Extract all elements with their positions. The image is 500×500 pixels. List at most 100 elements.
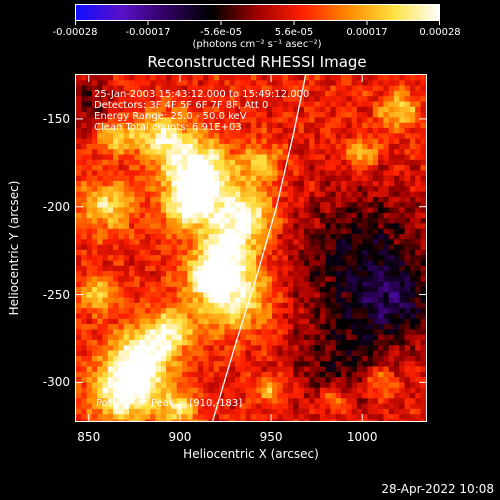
- image-pixel: [351, 85, 358, 92]
- image-pixel: [367, 366, 374, 373]
- image-pixel: [160, 212, 167, 219]
- image-pixel: [356, 366, 363, 373]
- image-pixel: [91, 106, 98, 113]
- image-pixel: [208, 191, 215, 198]
- image-pixel: [102, 308, 109, 315]
- image-pixel: [409, 165, 416, 171]
- image-pixel: [351, 181, 358, 187]
- image-pixel: [224, 371, 231, 378]
- image-pixel: [341, 212, 347, 219]
- image-pixel: [383, 85, 390, 92]
- image-pixel: [139, 154, 146, 161]
- image-pixel: [224, 308, 231, 315]
- image-pixel: [197, 297, 204, 304]
- image-pixel: [362, 292, 369, 299]
- image-pixel: [325, 133, 331, 140]
- image-pixel: [107, 255, 114, 262]
- image-pixel: [107, 361, 114, 368]
- image-pixel: [378, 80, 384, 87]
- image-pixel: [298, 75, 305, 81]
- image-pixel: [97, 133, 104, 140]
- image-pixel: [420, 165, 426, 171]
- image-pixel: [256, 234, 263, 240]
- image-pixel: [420, 271, 426, 277]
- image-pixel: [293, 287, 300, 293]
- image-pixel: [272, 414, 278, 421]
- image-pixel: [293, 212, 300, 219]
- image-pixel: [129, 318, 135, 325]
- image-pixel: [330, 218, 337, 224]
- image-pixel: [97, 218, 104, 224]
- image-pixel: [250, 101, 257, 108]
- image-pixel: [139, 75, 146, 81]
- image-pixel: [113, 265, 119, 272]
- image-pixel: [319, 308, 326, 315]
- image-pixel: [97, 297, 104, 304]
- image-pixel: [346, 85, 353, 92]
- image-pixel: [341, 223, 347, 230]
- image-pixel: [224, 117, 231, 124]
- image-pixel: [399, 90, 406, 97]
- image-pixel: [107, 196, 114, 203]
- image-pixel: [325, 143, 331, 150]
- image-pixel: [420, 196, 426, 203]
- image-pixel: [166, 244, 172, 251]
- image-pixel: [314, 90, 321, 97]
- image-pixel: [134, 265, 141, 272]
- image-pixel: [240, 287, 247, 293]
- image-pixel: [394, 398, 400, 405]
- image-pixel: [335, 408, 342, 415]
- image-pixel: [150, 149, 157, 156]
- image-pixel: [160, 382, 167, 389]
- image-pixel: [213, 276, 220, 283]
- image-pixel: [76, 340, 82, 346]
- image-pixel: [150, 281, 157, 288]
- image-pixel: [298, 403, 305, 410]
- image-pixel: [277, 377, 284, 383]
- image-pixel: [288, 112, 294, 118]
- image-pixel: [102, 398, 109, 405]
- image-pixel: [288, 186, 294, 193]
- image-pixel: [203, 112, 210, 118]
- image-pixel: [420, 186, 426, 193]
- image-pixel: [388, 112, 395, 118]
- image-pixel: [372, 143, 379, 150]
- image-pixel: [155, 175, 162, 182]
- image-pixel: [409, 186, 416, 193]
- image-pixel: [277, 408, 284, 415]
- image-pixel: [166, 398, 172, 405]
- image-pixel: [309, 212, 316, 219]
- image-pixel: [404, 234, 411, 240]
- image-pixel: [404, 403, 411, 410]
- image-pixel: [409, 387, 416, 394]
- image-pixel: [171, 133, 178, 140]
- image-pixel: [91, 350, 98, 357]
- image-pixel: [208, 419, 215, 421]
- image-pixel: [303, 255, 310, 262]
- image-pixel: [134, 345, 141, 352]
- image-pixel: [330, 90, 337, 97]
- image-pixel: [176, 133, 183, 140]
- image-pixel: [309, 313, 316, 320]
- image-pixel: [378, 244, 384, 251]
- image-pixel: [102, 408, 109, 415]
- image-pixel: [118, 414, 125, 421]
- image-pixel: [266, 85, 273, 92]
- image-pixel: [139, 96, 146, 103]
- image-pixel: [187, 419, 194, 421]
- image-pixel: [303, 419, 310, 421]
- image-pixel: [129, 191, 135, 198]
- image-pixel: [346, 80, 353, 87]
- image-pixel: [192, 366, 199, 373]
- image-pixel: [362, 366, 369, 373]
- image-pixel: [388, 361, 395, 368]
- image-pixel: [235, 281, 241, 288]
- image-pixel: [409, 191, 416, 198]
- image-pixel: [277, 191, 284, 198]
- image-pixel: [81, 85, 88, 92]
- image-pixel: [86, 313, 93, 320]
- image-pixel: [277, 117, 284, 124]
- image-pixel: [224, 101, 231, 108]
- image-pixel: [81, 382, 88, 389]
- image-pixel: [203, 419, 210, 421]
